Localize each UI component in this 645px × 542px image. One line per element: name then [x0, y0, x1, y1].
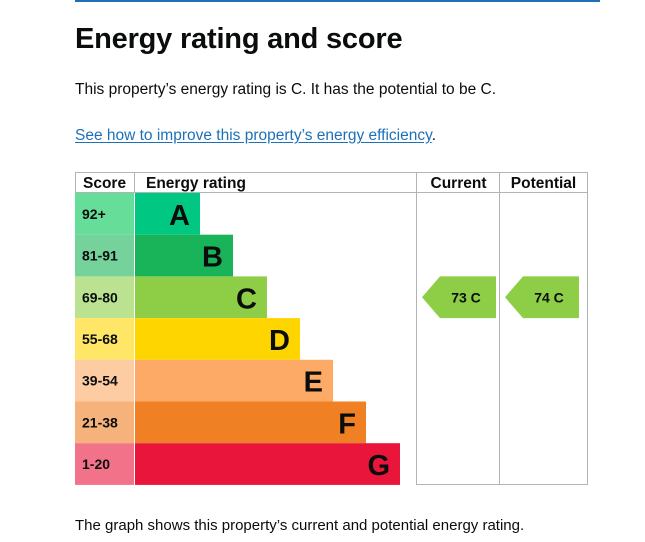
score-label-f: 21-38 [82, 414, 118, 430]
improve-link-line: See how to improve this property’s energ… [75, 126, 436, 146]
score-cell-g [75, 443, 134, 485]
band-letter-g: G [367, 450, 390, 482]
band-letter-f: F [338, 408, 356, 440]
score-label-a: 92+ [82, 206, 106, 222]
score-label-b: 81-91 [82, 248, 118, 264]
band-letter-d: D [269, 325, 290, 357]
header-current: Current [431, 175, 487, 192]
chart-caption: The graph shows this property’s current … [75, 517, 525, 534]
energy-rating-chart: 92+ A 81-91 B 69-80 C 55-68 D 39-54 E 21-38 F 1-20 G S… [75, 172, 588, 485]
score-cell-c [75, 276, 134, 319]
intro-text: This property’s energy rating is C. It h… [75, 81, 497, 98]
section-heading: Energy rating and score [75, 23, 403, 55]
band-letter-c: C [236, 283, 257, 315]
score-label-g: 1-20 [82, 456, 110, 472]
rating-bar-c [135, 276, 267, 319]
score-cell-b [75, 234, 134, 277]
potential-rating-label: 74 C [534, 289, 564, 305]
header-energy-rating: Energy rating [146, 175, 246, 192]
link-suffix: . [431, 127, 436, 144]
top-rule [75, 0, 600, 2]
band-letter-e: E [304, 367, 323, 399]
rating-bar-f [135, 401, 366, 444]
rating-bar-d [135, 318, 300, 360]
rating-bar-g [135, 443, 400, 485]
header-score: Score [83, 175, 126, 192]
current-rating-arrow [422, 276, 496, 319]
score-cell-a [75, 193, 134, 235]
score-label-c: 69-80 [82, 289, 118, 305]
energy-rating-svg: 92+ A 81-91 B 69-80 C 55-68 D 39-54 E 21-38 F 1-20 G S… [75, 172, 588, 485]
band-letter-b: B [202, 242, 223, 274]
score-cell-e [75, 359, 134, 402]
potential-rating-arrow [505, 276, 579, 319]
rating-bar-a [135, 193, 200, 235]
improve-efficiency-link[interactable]: See how to improve this property’s energ… [75, 127, 432, 144]
rating-bar-b [135, 234, 233, 277]
header-potential: Potential [511, 175, 576, 192]
rating-bar-e [135, 359, 333, 402]
score-label-d: 55-68 [82, 331, 118, 347]
score-label-e: 39-54 [82, 373, 118, 389]
score-cell-d [75, 318, 134, 360]
band-letter-a: A [169, 200, 190, 232]
score-cell-f [75, 401, 134, 444]
current-rating-label: 73 C [451, 289, 481, 305]
